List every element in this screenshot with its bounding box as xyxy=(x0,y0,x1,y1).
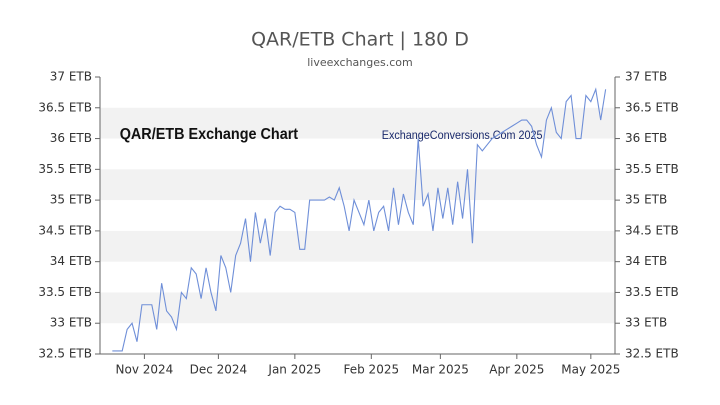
y-tick-label: 33.5 ETB xyxy=(625,285,679,299)
y-tick-label: 33 ETB xyxy=(625,316,667,330)
band xyxy=(100,230,615,262)
x-tick-label: Feb 2025 xyxy=(344,363,400,377)
y-tick-label: 32.5 ETB xyxy=(625,347,679,361)
chart-subtitle: liveexchanges.com xyxy=(307,56,412,69)
y-tick-label: 36.5 ETB xyxy=(38,100,92,114)
x-tick-label: Jan 2025 xyxy=(267,363,321,377)
x-tick-label: Dec 2024 xyxy=(190,363,248,377)
band xyxy=(100,169,615,201)
x-tick-label: Apr 2025 xyxy=(489,363,544,377)
chart-title: QAR/ETB Chart | 180 D xyxy=(251,29,469,51)
band xyxy=(100,292,615,324)
y-tick-label: 35.5 ETB xyxy=(38,162,92,176)
y-tick-label: 36 ETB xyxy=(50,131,92,145)
y-tick-label: 33 ETB xyxy=(50,316,92,330)
y-tick-label: 32.5 ETB xyxy=(38,347,92,361)
y-tick-label: 36 ETB xyxy=(625,131,667,145)
annotation: QAR/ETB Exchange Chart xyxy=(120,126,298,144)
bands xyxy=(100,107,615,324)
line xyxy=(112,87,607,352)
y-tick-label: 35 ETB xyxy=(50,193,92,207)
y-tick-label: 34.5 ETB xyxy=(625,223,679,237)
x-tick-label: Nov 2024 xyxy=(116,363,174,377)
y-tick-label: 37 ETB xyxy=(50,70,92,84)
y-tick-label: 36.5 ETB xyxy=(625,100,679,114)
y-tick-label: 34.5 ETB xyxy=(38,223,92,237)
y-tick-label: 33.5 ETB xyxy=(38,285,92,299)
y-tick-label: 35.5 ETB xyxy=(625,162,679,176)
y-tick-label: 35 ETB xyxy=(625,193,667,207)
x-tick-label: May 2025 xyxy=(561,363,620,377)
y-tick-label: 34 ETB xyxy=(50,254,92,268)
x-tick-label: Mar 2025 xyxy=(412,363,469,377)
annotation: ExchangeConversions.Com 2025 xyxy=(382,130,543,143)
y-tick-label: 34 ETB xyxy=(625,254,667,268)
y-tick-label: 37 ETB xyxy=(625,70,667,84)
